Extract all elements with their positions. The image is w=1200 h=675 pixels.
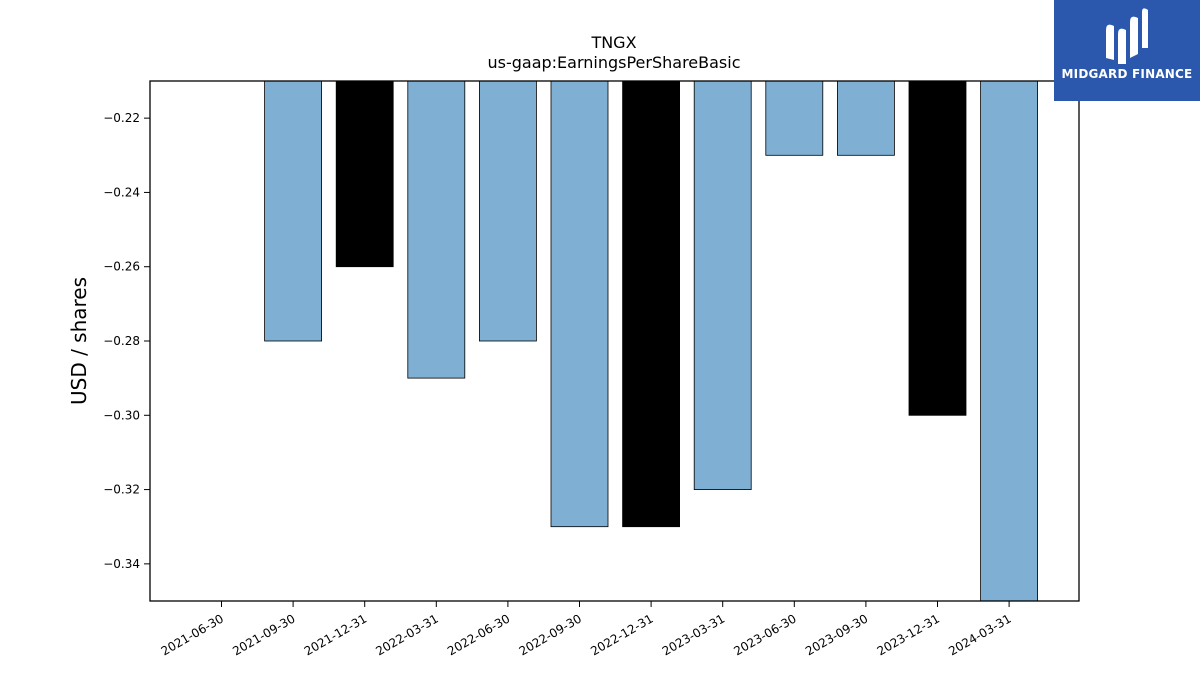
plot-frame [149, 80, 1080, 602]
x-tick-label: 2023-12-31 [875, 611, 942, 658]
bar-2023-09-30 [837, 80, 895, 156]
x-tick-label: 2024-03-31 [946, 611, 1013, 658]
y-tick-label: −0.30 [103, 408, 140, 422]
logo-text: MIDGARD FINANCE [1061, 67, 1193, 81]
bar-2023-03-31 [693, 80, 752, 491]
bar-2021-12-31 [335, 80, 394, 268]
y-tick-label: −0.32 [103, 483, 140, 497]
x-tick-label: 2023-06-30 [731, 611, 798, 658]
bar-2022-06-30 [478, 80, 537, 342]
bar-2024-03-31 [980, 80, 1038, 602]
bar-2022-12-31 [622, 80, 680, 528]
x-tick-label: 2022-09-30 [517, 611, 584, 658]
midgard-logo: MIDGARD FINANCE [1054, 0, 1200, 101]
bar-2022-03-31 [407, 80, 466, 379]
y-tick-label: −0.34 [103, 557, 140, 571]
y-tick-label: −0.26 [103, 260, 140, 274]
x-tick-label: 2023-09-30 [803, 611, 870, 658]
x-ticks-group: 2021-06-30 2021-09-30 2021-12-31 2022-03-31… [159, 601, 1014, 658]
x-tick-label: 2021-12-31 [302, 611, 369, 658]
bar-2023-12-31 [908, 80, 967, 416]
chart-subtitle: us-gaap:EarningsPerShareBasic [487, 53, 740, 72]
bar-2022-09-30 [550, 80, 609, 528]
chart-title: TNGX [590, 33, 636, 52]
bars-group [264, 80, 1038, 602]
y-tick-label: −0.22 [103, 111, 140, 125]
y-ticks-group: −0.22 −0.24 −0.26 −0.28 −0.30 −0.32 −0.34 [103, 111, 150, 571]
bar-2021-09-30 [264, 80, 323, 342]
bar-2023-06-30 [765, 80, 824, 156]
x-tick-label: 2021-09-30 [230, 611, 297, 658]
x-tick-label: 2022-12-31 [588, 611, 655, 658]
y-tick-label: −0.28 [103, 334, 140, 348]
x-tick-label: 2022-03-31 [373, 611, 440, 658]
x-tick-label: 2021-06-30 [159, 611, 226, 658]
y-axis-label: USD / shares [67, 277, 91, 405]
y-tick-label: −0.24 [103, 185, 140, 199]
x-tick-label: 2023-03-31 [660, 611, 727, 658]
midgard-logo-icon [1106, 8, 1148, 65]
x-tick-label: 2022-06-30 [445, 611, 512, 658]
